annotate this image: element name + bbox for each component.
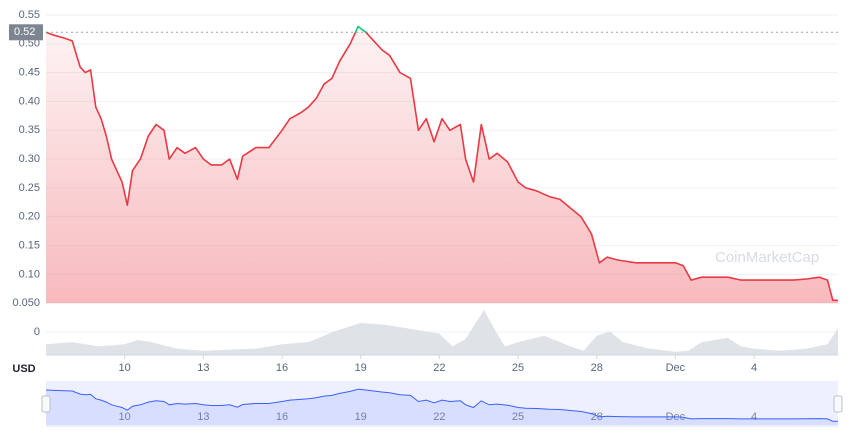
navigator-area: [46, 389, 838, 425]
x-tick-label: 10: [119, 362, 131, 374]
y-tick-label: 0.50: [19, 38, 40, 50]
x-tick-label: 4: [751, 362, 757, 374]
price-area: [46, 26, 838, 304]
y-tick-label: 0.25: [19, 182, 40, 194]
volume-area: [46, 310, 838, 355]
navigator-tick-label: 13: [197, 411, 209, 423]
y-tick-label: 0.10: [19, 268, 40, 280]
y-tick-label: 0.15: [19, 239, 40, 251]
navigator-tick-label: 25: [512, 411, 524, 423]
navigator-tick-label: 16: [276, 411, 288, 423]
navigator-handle[interactable]: [41, 395, 51, 413]
y-tick-label: 0.20: [19, 211, 40, 223]
x-tick-label: Dec: [666, 362, 686, 374]
current-price-tag: [9, 24, 43, 41]
currency-label: USD: [12, 363, 35, 375]
navigator-line: [45, 388, 838, 422]
price-line: [45, 25, 838, 302]
navigator-tick-label: 28: [591, 411, 603, 423]
y-tick-label: 0.050: [12, 297, 40, 309]
x-tick-label: 13: [197, 362, 209, 374]
x-tick-label: 19: [355, 362, 367, 374]
navigator-tick-label: 22: [433, 411, 445, 423]
y-tick-label: 0.40: [19, 95, 40, 107]
x-tick-label: 22: [433, 362, 445, 374]
y-tick-label: 0: [34, 326, 40, 338]
y-tick-label: 0.30: [19, 153, 40, 165]
navigator-tick-label: 10: [119, 411, 131, 423]
y-tick-label: 0.45: [19, 67, 40, 79]
x-tick-label: 28: [591, 362, 603, 374]
navigator-handle[interactable]: [833, 395, 843, 413]
x-tick-label: 25: [512, 362, 524, 374]
x-tick-label: 16: [276, 362, 288, 374]
y-tick-label: 0.55: [19, 9, 40, 21]
current-price-label: 0.52: [14, 26, 35, 38]
navigator-tick-label: 4: [751, 411, 757, 423]
y-tick-label: 0.35: [19, 124, 40, 136]
navigator-tick-label: 19: [355, 411, 367, 423]
watermark: CoinMarketCap: [715, 249, 819, 266]
